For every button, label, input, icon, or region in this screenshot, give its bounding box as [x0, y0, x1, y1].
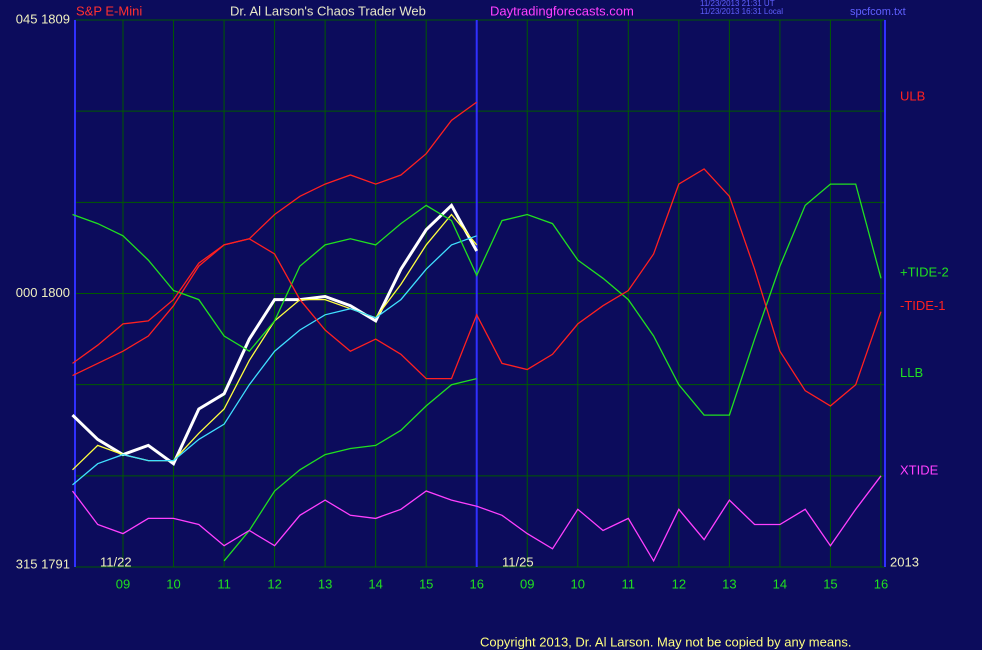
series-name: LLB [900, 365, 923, 380]
x-tick-label: 14 [368, 576, 382, 591]
date-label: 2013 [890, 554, 919, 569]
x-tick-label: 15 [419, 576, 433, 591]
timestamp: 11/23/2013 16:31 Local [700, 7, 783, 16]
y-tick-label: 000 1800 [16, 285, 70, 300]
x-tick-label: 13 [318, 576, 332, 591]
x-tick-label: 16 [469, 576, 483, 591]
x-tick-label: 15 [823, 576, 837, 591]
x-tick-label: 10 [571, 576, 585, 591]
series-name: XTIDE [900, 462, 939, 477]
series-line [71, 475, 882, 563]
x-tick-label: 11 [622, 576, 636, 591]
x-tick-label: 13 [722, 576, 736, 591]
series-name: -TIDE-1 [900, 298, 946, 313]
series-line [72, 183, 882, 416]
x-tick-label: 14 [773, 576, 787, 591]
copyright: Copyright 2013, Dr. Al Larson. May not b… [480, 634, 851, 649]
series-name: S&P E-Mini [76, 3, 142, 18]
plot-frame [74, 20, 886, 567]
x-tick-label: 11 [217, 576, 231, 591]
x-tick-label: 09 [520, 576, 534, 591]
site-name: Daytradingforecasts.com [490, 3, 634, 18]
series-name: ULB [900, 88, 925, 103]
timestamp: 11/23/2013 21:31 UT [700, 0, 775, 8]
date-label: 11/22 [100, 554, 132, 569]
x-tick-label: 10 [166, 576, 180, 591]
series-name: +TIDE-2 [900, 265, 949, 280]
x-tick-label: 12 [672, 576, 686, 591]
series-line [72, 168, 882, 407]
x-tick-label: 16 [874, 576, 888, 591]
x-tick-label: 09 [116, 576, 130, 591]
file-name: spcfcom.txt [850, 6, 906, 18]
series-line [71, 202, 479, 466]
series-line [223, 377, 477, 562]
y-tick-label: 045 1809 [16, 11, 70, 26]
series-line [72, 101, 478, 377]
series-line [72, 235, 477, 486]
y-tick-label: 315 1791 [16, 556, 70, 571]
date-label: 11/25 [502, 554, 534, 569]
chart-title: Dr. Al Larson's Chaos Trader Web [230, 3, 426, 18]
x-tick-label: 12 [267, 576, 281, 591]
